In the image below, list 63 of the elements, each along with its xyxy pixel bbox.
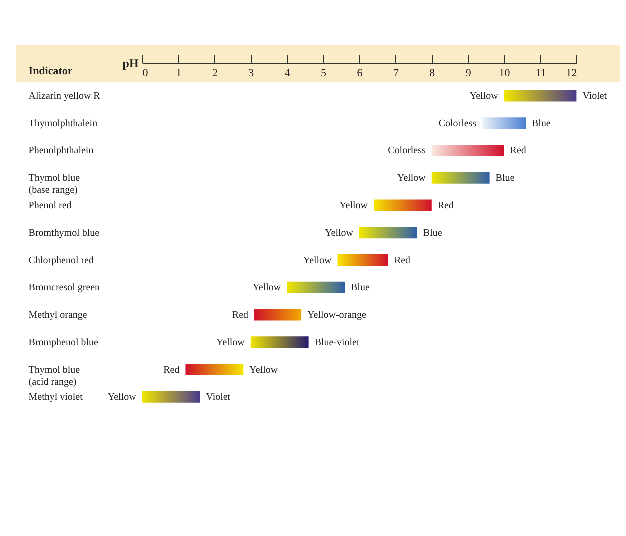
annotation: Yellow-orange xyxy=(308,310,368,322)
bar xyxy=(504,90,577,102)
annotation: Yellow xyxy=(303,255,333,266)
annotation: Red xyxy=(438,200,454,212)
x-tick-label: 1 xyxy=(176,68,182,80)
x-axis-title: pH xyxy=(122,56,140,70)
bar xyxy=(482,118,526,130)
annotation: Colorless xyxy=(388,146,426,157)
x-tick-label: 6 xyxy=(357,68,364,80)
x-tick-label: 11 xyxy=(536,68,546,80)
x-tick-label: 8 xyxy=(430,68,436,80)
bar xyxy=(142,391,200,403)
bar xyxy=(374,200,432,212)
y-tick-label: Chlorphenol red xyxy=(28,255,94,266)
bar xyxy=(254,309,302,321)
y-tick-label: Thymol blue (base range) xyxy=(28,173,81,196)
annotation: Blue-violet xyxy=(314,337,360,348)
y-axis-title: Indicator xyxy=(28,66,73,78)
annotation: Yellow xyxy=(340,200,369,212)
annotation: Red xyxy=(164,364,180,376)
annotation: Yellow xyxy=(216,337,246,348)
annotation: Blue xyxy=(496,173,516,184)
annotation: Blue xyxy=(351,282,370,294)
y-tick-label: Methyl orange xyxy=(28,310,88,322)
bar xyxy=(287,282,346,294)
x-tick-label: 9 xyxy=(466,68,472,80)
annotation: Blue xyxy=(532,118,552,130)
x-tick-label: 4 xyxy=(284,68,291,80)
x-tick-label: 2 xyxy=(212,68,218,80)
annotation: Yellow xyxy=(250,364,279,376)
annotation: Red xyxy=(232,310,249,322)
y-tick-label: Methyl violet xyxy=(28,392,84,404)
y-tick-label: Alizarin yellow R xyxy=(28,90,101,102)
annotation: Yellow xyxy=(252,282,282,294)
bar xyxy=(359,227,418,239)
annotation: Yellow xyxy=(397,173,427,184)
bar xyxy=(432,144,504,156)
y-tick-label: Thymolphthalein xyxy=(28,118,98,130)
x-tick-label: 10 xyxy=(499,68,511,80)
y-tick-label: Bromcresol green xyxy=(28,282,100,294)
x-tick-label: 12 xyxy=(566,68,578,80)
y-tick-label: Thymol blue (acid range) xyxy=(28,364,81,388)
annotation: Violet xyxy=(582,90,608,102)
x-tick-label: 5 xyxy=(321,68,328,80)
y-tick-label: Bromphenol blue xyxy=(28,337,99,348)
x-tick-label: 0 xyxy=(142,68,149,80)
annotation: Yellow xyxy=(108,392,138,404)
annotation: Red xyxy=(394,255,411,266)
x-tick-label: 3 xyxy=(248,68,255,80)
annotation: Violet xyxy=(206,392,231,404)
annotation: Blue xyxy=(423,228,443,239)
bar xyxy=(432,172,490,184)
y-tick-label: Phenol red xyxy=(28,200,72,212)
bar xyxy=(186,364,244,376)
y-tick-label: Phenolphthalein xyxy=(28,146,94,157)
bar xyxy=(250,336,309,348)
y-tick-label: Bromthymol blue xyxy=(28,228,100,239)
bar xyxy=(338,254,388,266)
annotation: Yellow xyxy=(325,228,354,239)
annotation: Colorless xyxy=(438,118,477,130)
annotation: Red xyxy=(510,146,526,157)
x-tick-label: 7 xyxy=(393,68,400,80)
annotation: Yellow xyxy=(470,90,500,102)
